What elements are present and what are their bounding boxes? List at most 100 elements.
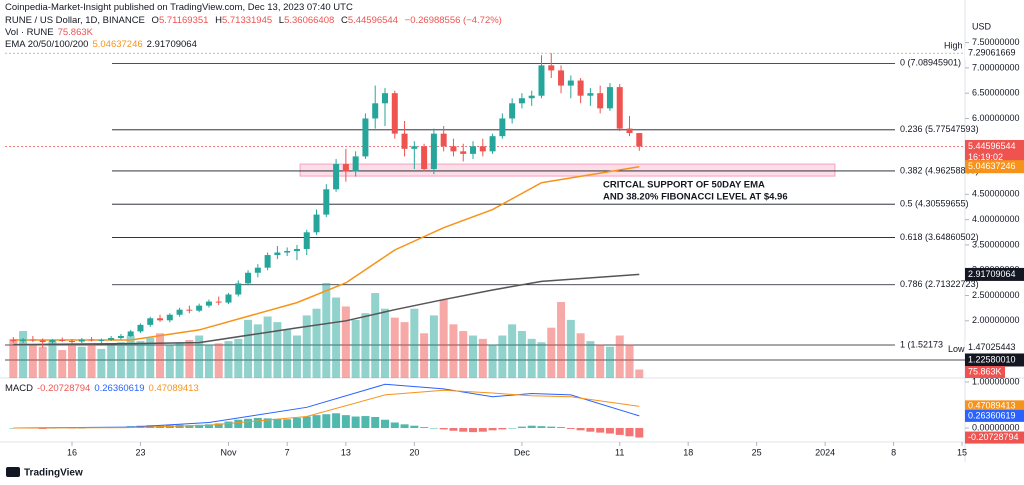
macd-histogram (204, 424, 213, 429)
candle-body (49, 340, 56, 343)
macd-histogram (214, 423, 223, 429)
candle-body (205, 301, 212, 306)
volume-bar (478, 338, 487, 378)
candle-body (548, 65, 555, 71)
volume-bar (263, 316, 272, 378)
macd-histogram (234, 419, 243, 429)
macd-histogram (478, 428, 487, 432)
macd-histogram (302, 416, 311, 429)
candle-body (440, 133, 447, 147)
signal-tag-label: 0.47089413 (968, 401, 1016, 411)
macd-histogram (38, 428, 47, 429)
symbol-title: RUNE / US Dollar, 1D, BINANCE (5, 15, 145, 26)
macd-histogram (605, 428, 614, 434)
candle-body (98, 340, 105, 342)
candle-body (479, 146, 486, 152)
volume-bar (9, 338, 18, 378)
macd-histogram (576, 428, 585, 431)
y-tick-label: 2.00000000 (972, 315, 1020, 325)
volume-bar (165, 344, 174, 378)
fib-label: 0.618 (3.64860502) (900, 232, 979, 242)
ohlc-value: 5.36066408 (284, 15, 335, 26)
candle-body (186, 309, 193, 311)
volume-bar (371, 293, 380, 378)
candle-body (293, 248, 300, 252)
volume-bar (136, 341, 145, 378)
candle-body (176, 309, 183, 315)
publisher: Coinpedia-Market-Insight published on Tr… (5, 2, 353, 13)
candle-body (401, 133, 408, 149)
macd-histogram (420, 427, 429, 429)
volume-bar (420, 333, 429, 378)
volume-bar (576, 333, 585, 378)
y-tick-label: 2.50000000 (972, 290, 1020, 300)
y-tick-label: 7.50000000 (972, 37, 1020, 47)
candle-body (225, 294, 232, 303)
candle-body (411, 146, 418, 149)
volume-bar (341, 306, 350, 378)
volume-bar (605, 346, 614, 378)
x-tick-label: Dec (514, 447, 531, 457)
volume-line: Vol · RUNE 75.863K (5, 27, 97, 38)
volume-bar (488, 344, 497, 378)
candle-body (166, 314, 173, 321)
candle-body (509, 103, 516, 119)
volume-bar (116, 342, 125, 378)
volume-title: Vol · RUNE (5, 27, 54, 38)
volume-bar (635, 369, 644, 378)
high-tag (965, 46, 1024, 60)
candle-body (147, 318, 154, 325)
ema50-tag (965, 160, 1024, 174)
macd-histogram (459, 428, 468, 432)
macd-histogram (527, 425, 536, 429)
volume-bar (283, 329, 292, 378)
candle-body (450, 146, 457, 152)
volume-bar (586, 341, 595, 378)
volume-bar (312, 308, 321, 378)
x-tick-label: 15 (957, 447, 967, 457)
candle-body (558, 70, 565, 86)
annotation: AND 38.20% FIBONACCI LEVEL AT $4.96 (603, 192, 788, 203)
macd-histogram (488, 428, 497, 431)
macd-histogram (586, 428, 595, 432)
volume-bar (126, 335, 135, 378)
x-tick-label: 11 (615, 447, 624, 457)
macd-histogram (429, 428, 438, 429)
footer: TradingView (24, 468, 83, 479)
price-tag-label: 5.44596544 (968, 141, 1016, 151)
candle-body (381, 93, 388, 104)
volume-bar (292, 335, 301, 378)
macd-histogram (351, 416, 360, 429)
volume-bar (361, 313, 370, 378)
fib-label: 0.786 (2.71322723) (900, 279, 979, 289)
volume-bar (244, 319, 253, 378)
volume-bar (527, 338, 536, 378)
volume-bar (204, 344, 213, 378)
y-tick-label: 4.00000000 (972, 214, 1020, 224)
candle-body (342, 163, 349, 172)
y-tick-label: 7.00000000 (972, 62, 1020, 72)
volume-bar (332, 297, 341, 378)
macd-histogram (635, 428, 644, 438)
candle-body (284, 251, 291, 253)
ohlc-label: L (278, 15, 285, 26)
macd-histogram (625, 428, 634, 437)
volume-bar (224, 341, 233, 378)
volume-bar (596, 344, 605, 378)
macd-histogram (224, 421, 233, 429)
fib-label: 0.236 (5.77547593) (900, 124, 979, 134)
candle-body (528, 95, 535, 99)
x-tick-label: Nov (220, 447, 237, 457)
macd-histogram (341, 415, 350, 429)
y-tick-label: 1.00000000 (972, 376, 1020, 386)
candle-body (597, 93, 604, 109)
candle-body (616, 87, 623, 129)
candle-body (567, 80, 574, 86)
macd-histogram (596, 428, 605, 433)
volume-bar (234, 338, 243, 378)
ohlc-value: 5.71331945 (221, 15, 273, 26)
candle-body (196, 305, 203, 311)
price-tag (965, 139, 1024, 164)
volume-bar (498, 335, 507, 378)
